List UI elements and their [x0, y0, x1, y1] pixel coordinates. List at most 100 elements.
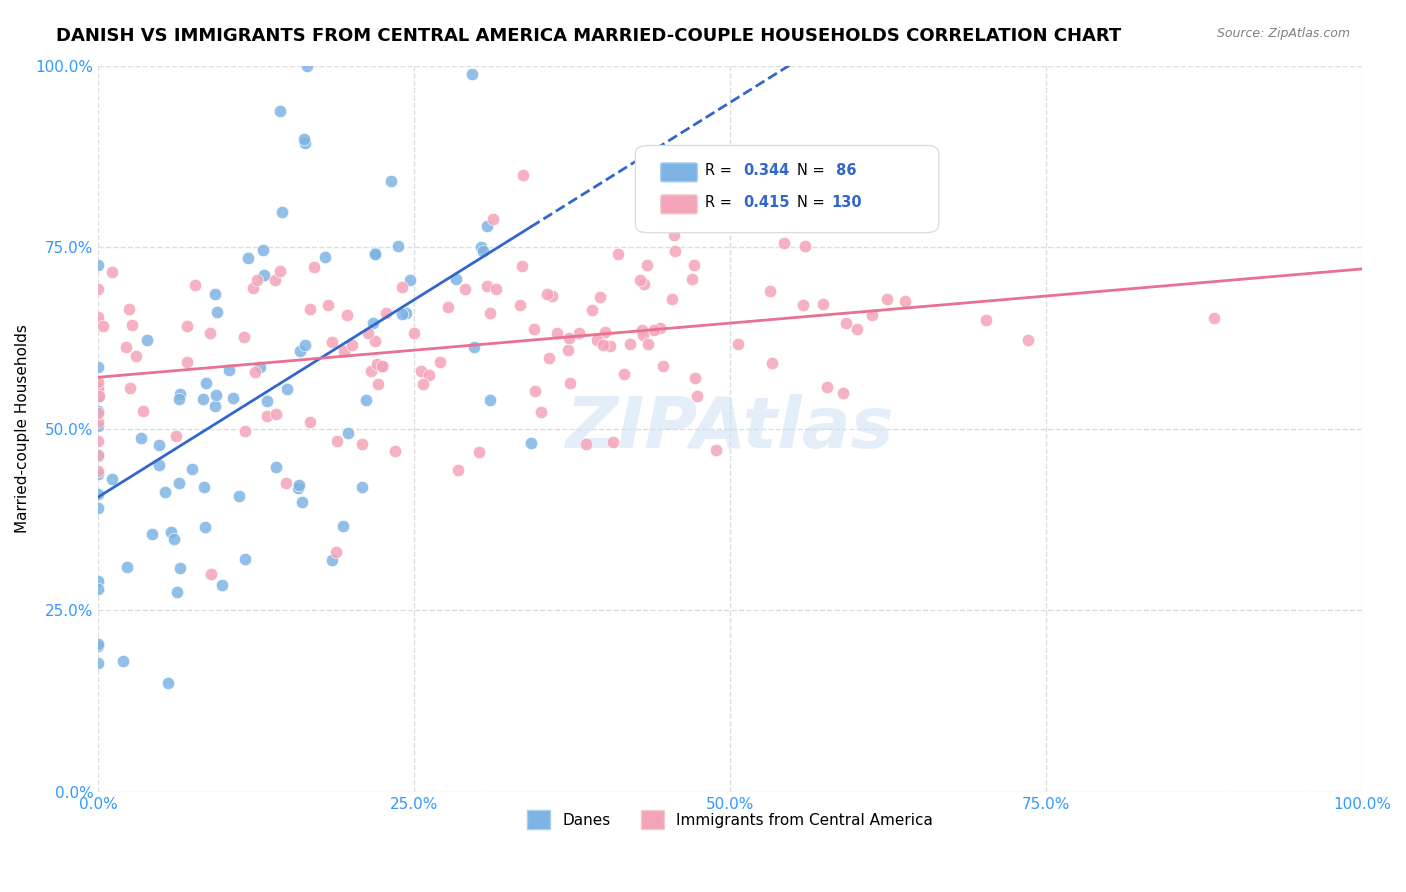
Point	[391, 279, 413, 293]
Point	[156, 676, 179, 690]
Point	[316, 298, 339, 312]
Point	[270, 204, 292, 219]
Point	[87, 465, 110, 479]
Point	[363, 247, 385, 261]
Point	[294, 338, 316, 352]
Point	[87, 382, 110, 396]
Point	[87, 375, 110, 389]
Point	[256, 409, 278, 424]
Point	[169, 392, 191, 406]
Point	[356, 393, 378, 408]
Point	[87, 639, 110, 653]
Point	[340, 338, 363, 352]
Point	[1202, 311, 1225, 326]
Point	[631, 323, 654, 337]
Point	[974, 312, 997, 326]
Point	[233, 552, 256, 566]
Point	[242, 281, 264, 295]
Point	[560, 376, 582, 390]
Text: DANISH VS IMMIGRANTS FROM CENTRAL AMERICA MARRIED-COUPLE HOUSEHOLDS CORRELATION : DANISH VS IMMIGRANTS FROM CENTRAL AMERIC…	[56, 27, 1122, 45]
Point	[643, 323, 665, 337]
Point	[321, 552, 343, 566]
Point	[876, 292, 898, 306]
Point	[314, 250, 336, 264]
Point	[291, 494, 314, 508]
Point	[233, 330, 256, 344]
Point	[194, 376, 217, 390]
Point	[87, 405, 110, 419]
Point	[87, 574, 110, 588]
Point	[169, 561, 191, 575]
Point	[387, 238, 409, 252]
Text: ZIPAtlas: ZIPAtlas	[567, 394, 894, 463]
Point	[860, 309, 883, 323]
Point	[361, 317, 384, 331]
Point	[117, 559, 139, 574]
Point	[683, 371, 706, 385]
Point	[87, 360, 110, 375]
Point	[321, 334, 343, 349]
Point	[118, 381, 141, 395]
Point	[811, 296, 834, 310]
Point	[276, 382, 298, 396]
FancyBboxPatch shape	[636, 145, 939, 233]
Point	[537, 351, 560, 365]
Point	[302, 260, 325, 275]
Point	[148, 458, 170, 472]
Point	[180, 461, 202, 475]
Point	[371, 359, 394, 373]
Point	[758, 284, 780, 298]
Point	[200, 567, 222, 582]
Point	[287, 481, 309, 495]
Point	[581, 303, 603, 318]
Point	[191, 392, 214, 406]
Point	[391, 307, 413, 321]
Text: 0.344: 0.344	[742, 163, 789, 178]
Text: N =: N =	[797, 194, 825, 210]
Point	[204, 286, 226, 301]
Point	[200, 326, 222, 340]
Point	[520, 436, 543, 450]
Point	[169, 387, 191, 401]
Point	[380, 174, 402, 188]
Point	[704, 443, 727, 458]
Point	[782, 205, 804, 219]
Point	[252, 244, 274, 258]
Point	[288, 478, 311, 492]
Point	[115, 339, 138, 353]
Point	[475, 278, 498, 293]
Point	[599, 338, 621, 352]
Point	[546, 326, 568, 341]
Point	[367, 377, 389, 392]
Point	[568, 326, 591, 340]
Point	[371, 359, 394, 373]
Point	[470, 240, 492, 254]
Point	[87, 416, 110, 430]
Point	[628, 273, 651, 287]
Point	[727, 336, 749, 351]
Point	[269, 264, 291, 278]
Point	[636, 258, 658, 272]
Point	[485, 282, 508, 296]
Point	[593, 325, 616, 339]
Point	[686, 389, 709, 403]
Point	[447, 463, 470, 477]
Point	[681, 272, 703, 286]
Point	[683, 258, 706, 272]
Point	[585, 333, 607, 347]
Point	[184, 278, 207, 293]
Point	[530, 404, 553, 418]
Point	[176, 318, 198, 333]
Point	[160, 524, 183, 539]
Point	[482, 211, 505, 226]
Point	[148, 437, 170, 451]
Point	[557, 331, 579, 345]
Point	[399, 273, 422, 287]
Point	[87, 467, 110, 481]
Point	[395, 306, 418, 320]
Point	[253, 268, 276, 282]
Point	[893, 293, 915, 308]
Point	[633, 277, 655, 291]
Y-axis label: Married-couple Households: Married-couple Households	[15, 325, 30, 533]
Point	[87, 384, 110, 398]
